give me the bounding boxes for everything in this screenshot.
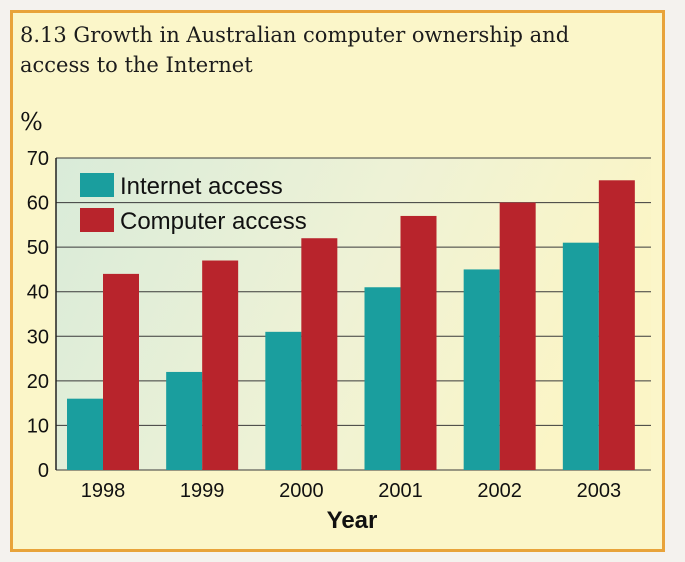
y-tick-label: 10 [27,415,49,437]
legend-swatch-computer-access [80,208,114,232]
x-tick-label: 2003 [577,480,622,502]
bar-internet-access [562,242,599,470]
x-tick-label: 2002 [477,480,522,502]
plot-area [56,158,651,470]
x-tick-label: 2001 [378,480,423,502]
legend-label: Internet access [120,173,283,200]
y-tick-label: 20 [27,371,49,393]
bar-internet-access [364,287,401,470]
bar-computer-access [301,238,338,470]
y-tick-label: 40 [27,282,49,304]
bar-computer-access [202,260,239,470]
x-tick-label: 1999 [180,480,225,502]
y-tick-label: 60 [27,193,49,215]
y-axis-label: % [20,108,43,136]
bar-internet-access [463,269,500,470]
x-tick-label: 1998 [81,480,126,502]
x-tick-label: 2000 [279,480,324,502]
bar-internet-access [265,331,302,470]
bar-computer-access [598,180,635,471]
bar-internet-access [166,371,203,470]
legend-swatch-internet-access [80,173,114,197]
legend-label: Computer access [120,208,307,235]
x-axis-label: Year [327,507,378,534]
bar-computer-access [103,273,139,470]
y-tick-label: 0 [38,460,49,482]
bar-internet-access [67,398,103,470]
y-tick-label: 70 [27,148,49,170]
y-tick-label: 50 [27,237,49,259]
chart-title: 8.13 Growth in Australian computer owner… [20,23,570,77]
bar-computer-access [400,215,437,470]
y-tick-label: 30 [27,326,49,348]
bar-computer-access [499,202,536,471]
